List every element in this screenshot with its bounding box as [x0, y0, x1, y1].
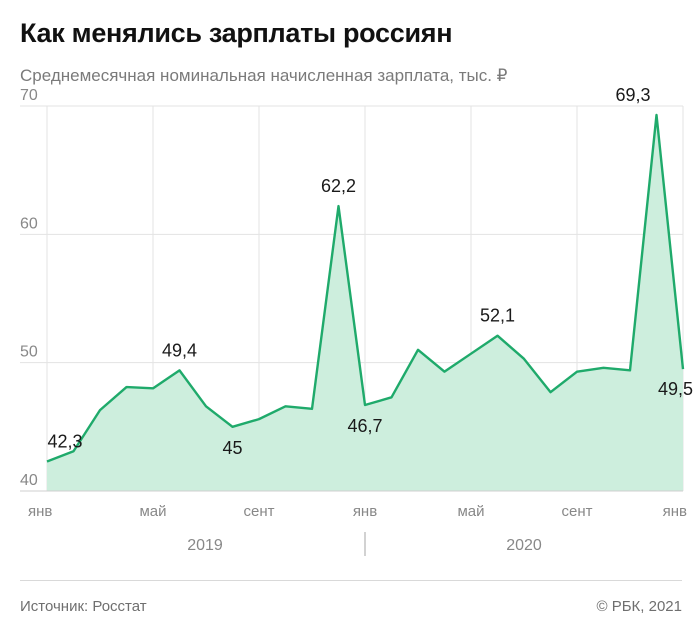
data-label: 49,5 — [658, 379, 693, 399]
year-label: 2020 — [506, 537, 542, 554]
x-tick-label: янв — [663, 503, 687, 520]
x-tick-label: май — [139, 503, 166, 520]
y-tick-label: 60 — [20, 215, 38, 232]
chart-subtitle: Среднемесячная номинальная начисленная з… — [20, 66, 508, 85]
data-label: 42,3 — [47, 431, 82, 451]
x-tick-label: янв — [353, 503, 377, 520]
footer-divider — [20, 580, 682, 581]
data-label: 49,4 — [162, 340, 197, 360]
x-tick-label: сент — [244, 503, 275, 520]
x-tick-label: сент — [562, 503, 593, 520]
y-tick-label: 50 — [20, 344, 38, 361]
copyright-label: © РБК, 2021 — [596, 598, 682, 615]
y-tick-label: 40 — [20, 472, 38, 489]
x-tick-label: янв — [28, 503, 52, 520]
y-tick-label: 70 — [20, 87, 38, 104]
data-label: 46,7 — [347, 416, 382, 436]
data-label: 69,3 — [615, 85, 650, 105]
data-label: 62,2 — [321, 176, 356, 196]
chart-title: Как менялись зарплаты россиян — [20, 18, 453, 48]
area-fill — [47, 114, 683, 491]
data-label: 52,1 — [480, 306, 515, 326]
data-label: 45 — [222, 438, 242, 458]
year-label: 2019 — [187, 537, 223, 554]
source-label: Источник: Росстат — [20, 598, 147, 615]
x-tick-label: май — [457, 503, 484, 520]
